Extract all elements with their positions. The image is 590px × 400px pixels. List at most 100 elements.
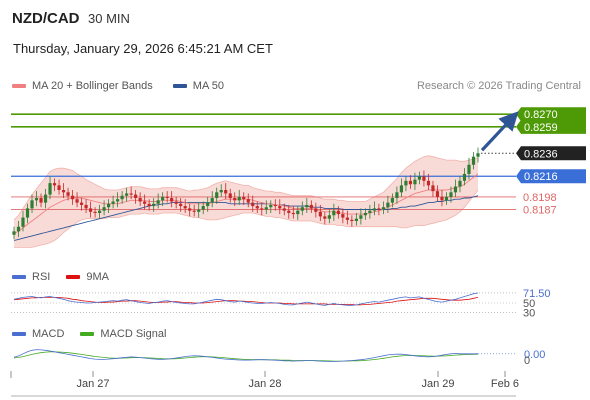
forecast-arrow [480, 111, 519, 152]
macd-line [13, 349, 478, 362]
candle-body [354, 218, 358, 221]
candle [161, 192, 165, 207]
candle-body [215, 192, 219, 199]
candle-body [12, 231, 16, 235]
candle-body [305, 204, 309, 208]
bollinger-lower [14, 189, 479, 248]
level-label-0.8270: 0.8270 [524, 109, 558, 121]
ma20-line [13, 173, 479, 235]
candle-body [300, 207, 304, 211]
candle-body [43, 194, 48, 203]
candle-body [210, 198, 214, 203]
candle-body [134, 194, 138, 199]
pair-title: NZD/CAD [12, 10, 80, 27]
candle [224, 183, 228, 200]
candle-body [138, 198, 142, 202]
rsi-tick-label-30: 30 [523, 307, 535, 319]
candle-body [188, 208, 192, 211]
candle-body [16, 226, 21, 232]
candle [458, 176, 462, 193]
candle [102, 200, 106, 216]
candle [219, 184, 223, 197]
candle-body [368, 210, 372, 213]
candle [25, 203, 30, 224]
level-tag-0.8259 [516, 119, 586, 134]
candle-body [435, 191, 440, 197]
level-tag-0.8270 [516, 107, 586, 122]
candle [143, 194, 147, 210]
candle-body [102, 207, 106, 211]
candle-body [228, 193, 232, 199]
timeframe-label: 30 MIN [88, 11, 130, 26]
ma50-legend-swatch [172, 84, 187, 88]
candle [12, 226, 16, 240]
ma50-legend-label: MA 50 [192, 80, 224, 92]
candle [30, 194, 34, 213]
macd-tick-label-0: 0 [524, 355, 530, 367]
candle [368, 204, 372, 219]
candle-body [75, 199, 79, 203]
candle-body [219, 190, 223, 193]
candle [183, 199, 187, 213]
candle [408, 175, 413, 189]
candle [287, 204, 291, 219]
candle-body [273, 204, 277, 207]
candle-body [395, 192, 399, 199]
candle [111, 195, 115, 209]
candle-body [21, 217, 25, 227]
candle [278, 199, 282, 215]
candle [21, 210, 25, 232]
candle-body [30, 200, 34, 209]
candle [471, 152, 476, 170]
candle-body [309, 204, 313, 209]
candle [107, 199, 111, 213]
candle [386, 195, 390, 213]
candle-body [242, 196, 246, 200]
candle [291, 206, 295, 219]
candle-body [179, 203, 183, 207]
candle [70, 190, 75, 205]
rsi-ma9-line [13, 296, 479, 306]
level-tag-0.8216 [516, 169, 586, 184]
candle [57, 179, 61, 195]
candle-body [165, 196, 169, 199]
candle-body [57, 185, 61, 190]
candle-body [197, 209, 201, 212]
candle [345, 210, 349, 225]
candle [467, 157, 471, 180]
level-label-0.8236: 0.8236 [524, 148, 558, 160]
candle-body [255, 206, 259, 209]
candle [188, 203, 192, 217]
candle-body [52, 183, 57, 186]
candle [246, 193, 250, 208]
candle [66, 187, 70, 201]
candle [170, 191, 174, 208]
candle-body [341, 214, 345, 218]
candle [192, 204, 196, 217]
candle [273, 199, 277, 211]
rsi-legend-swatch [12, 275, 26, 279]
candle [318, 204, 322, 221]
candle-body [161, 196, 165, 201]
candle-body [467, 164, 471, 174]
candle [354, 212, 358, 226]
level-tag-0.8236 [516, 146, 586, 161]
candle [125, 187, 129, 202]
candle-body [156, 200, 160, 204]
candle [228, 188, 232, 203]
candle-body [260, 208, 264, 210]
x-tick-label-Feb 6: Feb 6 [491, 378, 519, 390]
candle-body [269, 204, 273, 208]
candle-body [350, 219, 354, 221]
candle-body [417, 176, 422, 180]
candle [476, 147, 480, 163]
level-label-0.8187: 0.8187 [523, 205, 557, 217]
candle [305, 198, 309, 213]
rsi-tick-label-50: 50 [523, 298, 535, 310]
candle [350, 215, 354, 227]
candle-body [97, 210, 102, 213]
candle-body [363, 212, 367, 216]
candle-body [381, 207, 385, 210]
candle-body [476, 153, 480, 157]
